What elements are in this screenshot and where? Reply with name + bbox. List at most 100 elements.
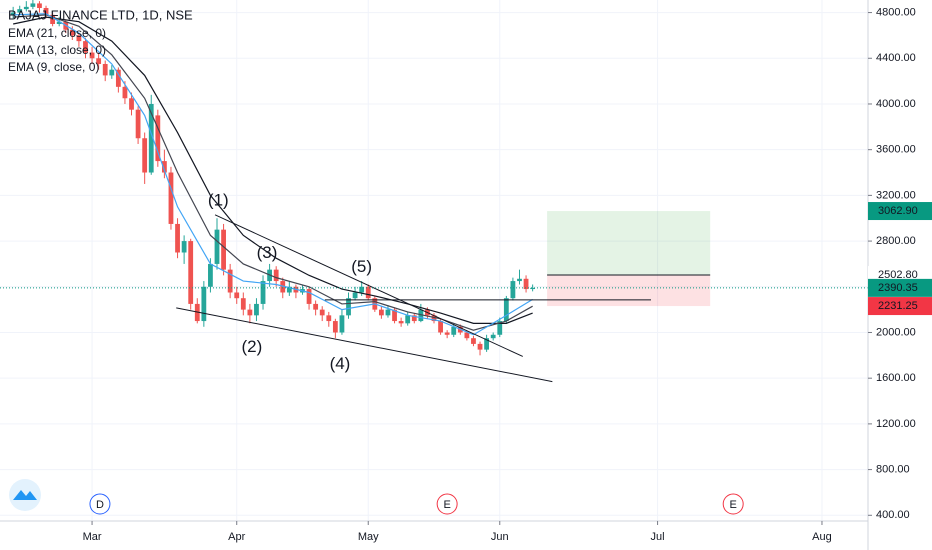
candle-body — [510, 281, 516, 299]
price-tag-label: 3062.90 — [878, 205, 918, 217]
candle-body — [523, 278, 529, 290]
candle-body — [122, 86, 128, 99]
candle-body — [30, 3, 36, 7]
ema-line — [13, 14, 533, 331]
candle-body — [398, 321, 404, 324]
candle-body — [346, 298, 351, 316]
candle-body — [319, 309, 325, 316]
wave-label: (2) — [241, 337, 262, 356]
wave-label: (4) — [330, 354, 351, 373]
candle-body — [247, 309, 253, 316]
event-marker — [89, 493, 111, 515]
candle-body — [201, 286, 207, 322]
price-tag — [868, 202, 932, 221]
wave-label: (5) — [351, 257, 372, 276]
x-tick-label: Aug — [812, 531, 832, 543]
candle-body — [69, 29, 75, 36]
candle-body — [484, 338, 490, 350]
y-tick-label: 1200.00 — [876, 418, 916, 430]
candle-body — [378, 309, 384, 316]
trendline — [176, 307, 553, 383]
candle-body — [339, 315, 345, 333]
y-tick-label: 2800.00 — [876, 235, 916, 247]
candle-body — [161, 161, 167, 173]
candle-body — [227, 269, 233, 293]
candle-body — [56, 21, 62, 24]
candle-body — [102, 63, 108, 76]
y-tick-label: 4000.00 — [876, 98, 916, 110]
candle-body — [530, 287, 536, 290]
candle-body — [37, 3, 42, 8]
price-tag-label: 2390.35 — [878, 282, 918, 294]
candle-body — [142, 138, 148, 173]
candle-body — [234, 292, 240, 299]
candle-body — [17, 9, 23, 13]
ema-line — [13, 13, 533, 336]
candle-body — [444, 332, 450, 335]
y-tick-label: 800.00 — [876, 463, 910, 475]
candle-body — [418, 309, 424, 322]
y-tick-label: 1600.00 — [876, 372, 916, 384]
event-marker — [436, 493, 458, 515]
price-tag-label: 2502.80 — [878, 269, 918, 281]
event-label: E — [443, 499, 450, 511]
x-tick-label: May — [358, 531, 379, 543]
x-tick-label: Apr — [228, 531, 245, 543]
y-tick-label: 4800.00 — [876, 6, 916, 18]
logo[interactable] — [9, 479, 41, 511]
chart-title: BAJAJ FINANCE LTD, 1D, NSE — [8, 7, 193, 22]
candle-body — [89, 52, 95, 59]
candle-body — [208, 263, 213, 287]
candle-body — [365, 286, 371, 299]
y-tick-label: 400.00 — [876, 509, 910, 521]
candle-body — [10, 12, 16, 15]
candle-body — [148, 103, 154, 173]
profit-zone — [547, 211, 711, 276]
candle-body — [76, 35, 82, 42]
candle-body — [214, 229, 220, 264]
candle-body — [411, 315, 417, 322]
candle-body — [405, 315, 411, 324]
price-tag-label: 2231.25 — [878, 300, 918, 312]
candle-body — [280, 281, 286, 293]
logo-mark[interactable] — [13, 490, 37, 500]
candle-body — [385, 309, 391, 316]
candle-body — [451, 326, 457, 335]
candle-body — [168, 172, 174, 224]
candle-body — [306, 289, 312, 304]
candle-body — [497, 321, 503, 335]
candle-body — [135, 109, 141, 139]
candle-body — [471, 338, 476, 344]
candle-body — [254, 303, 259, 316]
candle-body — [155, 115, 161, 162]
candle-body — [392, 309, 397, 322]
wave-label: (1) — [208, 191, 229, 210]
candle-body — [273, 269, 279, 282]
candle-body — [50, 14, 56, 24]
candle-body — [221, 229, 226, 270]
candle-body — [286, 286, 292, 293]
legend-entry: EMA (9, close, 0) — [8, 60, 99, 74]
candle-body — [332, 321, 338, 333]
x-tick-label: Jun — [491, 531, 509, 543]
candle-body — [109, 69, 115, 76]
candle-body — [517, 278, 522, 282]
ema-line — [13, 16, 533, 324]
candle-body — [115, 69, 121, 87]
candle-body — [83, 41, 88, 53]
candle-body — [477, 343, 483, 350]
candle-body — [96, 58, 102, 64]
candle-body — [438, 321, 443, 333]
candle-body — [188, 241, 194, 304]
candle-body — [352, 292, 358, 299]
candle-body — [260, 281, 266, 304]
candle-body — [503, 298, 509, 322]
y-tick-label: 2000.00 — [876, 326, 916, 338]
candle-body — [313, 303, 319, 310]
trendline — [214, 214, 523, 357]
candle-body — [431, 315, 437, 322]
y-tick-label: 3200.00 — [876, 189, 916, 201]
candle-body — [326, 315, 332, 322]
candle-body — [490, 334, 496, 339]
